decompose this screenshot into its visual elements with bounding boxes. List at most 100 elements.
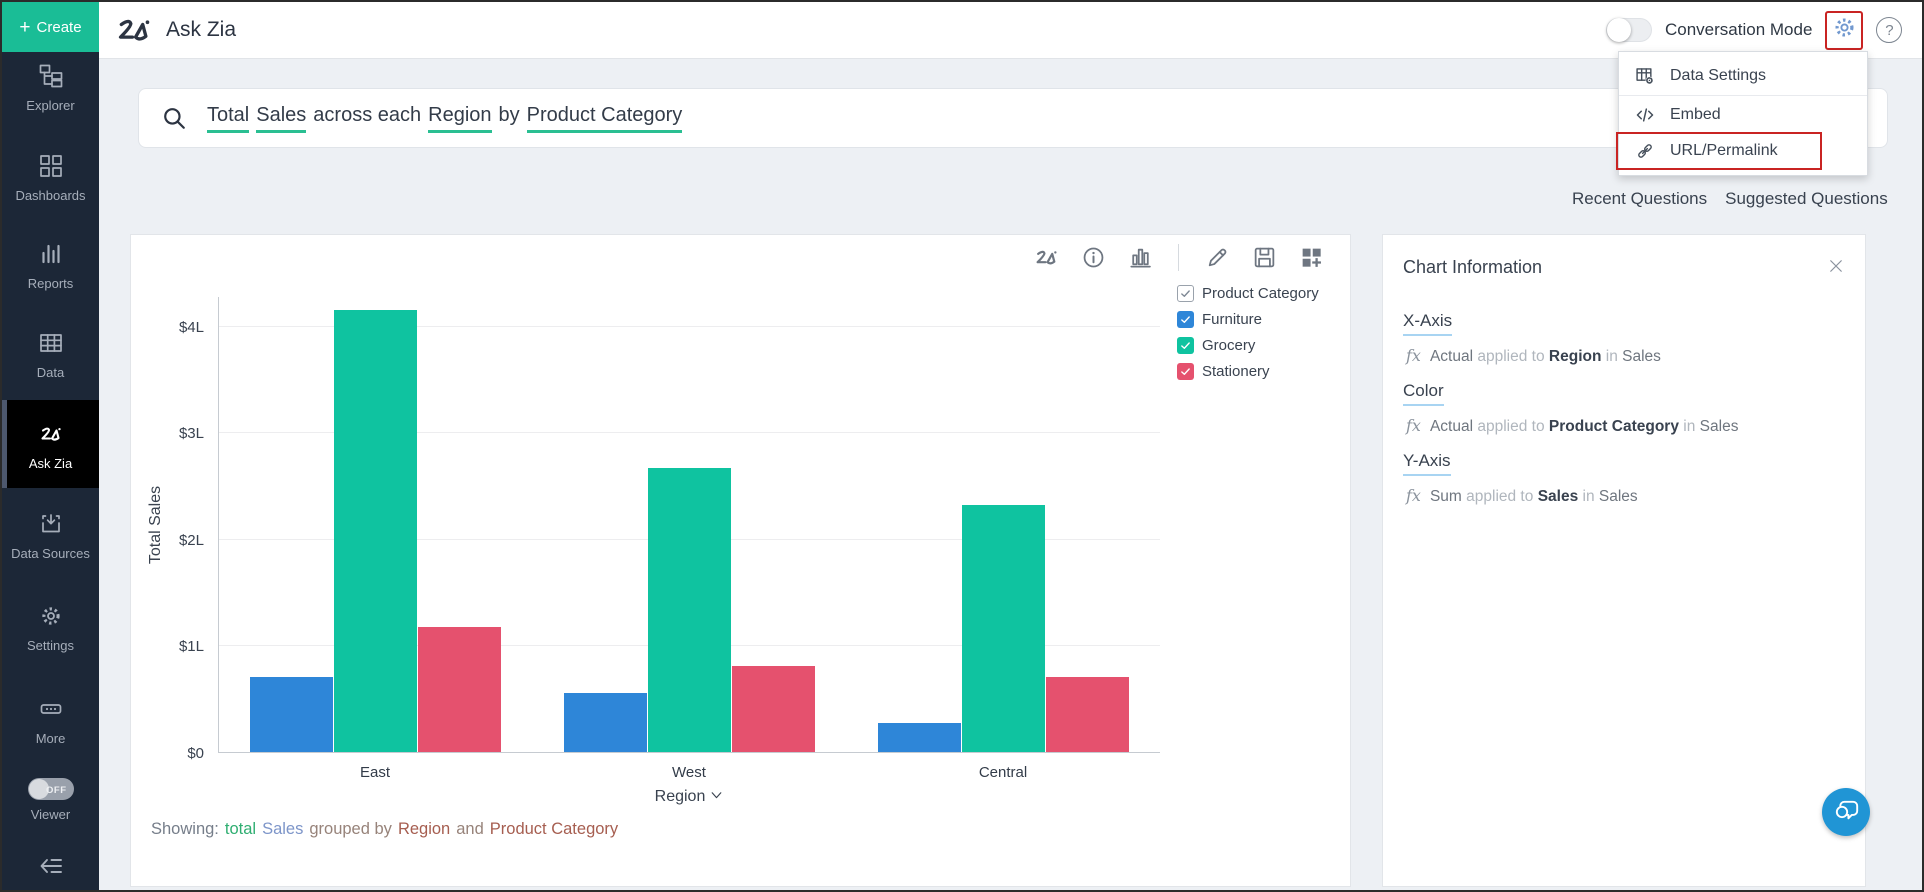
sidebar-item-ask-zia[interactable]: Ask Zia [2, 400, 99, 488]
y-axis-tick: $0 [187, 745, 204, 762]
info-section-label[interactable]: X-Axis [1403, 311, 1453, 336]
more-icon [39, 697, 63, 724]
chart-card: Product Category Furniture Grocery Statione… [130, 234, 1351, 887]
sidebar-item-label: More [35, 731, 66, 746]
x-axis-line [218, 752, 1160, 753]
close-icon[interactable] [1827, 257, 1845, 275]
settings-gear-button[interactable] [1825, 10, 1864, 50]
sidebar-item-label: Data [36, 365, 65, 380]
plot-area: Total Sales $0 $1L $2L $3L $4L [147, 297, 1160, 762]
info-section-x-axis: X-Axis fx Actual applied to Region in Sale… [1403, 311, 1845, 366]
menu-item-url-permalink[interactable]: URL/Permalink [1619, 133, 1867, 169]
info-section-label[interactable]: Color [1403, 381, 1444, 406]
viewer-label: Viewer [30, 807, 71, 822]
viewer-mode-item: OFF Viewer [2, 778, 99, 822]
sidebar-item-reports[interactable]: Reports [2, 242, 99, 291]
menu-item-label: URL/Permalink [1670, 142, 1778, 159]
sidebar-item-label: Data Sources [11, 546, 90, 561]
menu-item-label: Embed [1670, 106, 1721, 123]
bar-east-grocery [333, 309, 417, 752]
info-section-detail: fx Sum applied to Sales in Sales [1406, 486, 1638, 505]
collapse-icon [39, 854, 63, 881]
x-axis-category-label: Central [978, 764, 1028, 781]
sidebar-item-explorer[interactable]: Explorer [2, 64, 99, 113]
legend-label: Stationery [1202, 363, 1270, 380]
zia-logo-icon [115, 15, 153, 45]
top-bar: Ask Zia Conversation Mode ? [99, 2, 1922, 59]
chart-information-title: Chart Information [1403, 257, 1543, 277]
viewer-toggle-knob [28, 779, 49, 799]
showing-summary: Showing: total Sales grouped by Region and Pro… [151, 820, 618, 839]
y-axis-tick: $2L [178, 531, 204, 549]
bar-west-stationery [731, 665, 815, 752]
suggested-questions-link[interactable]: Suggested Questions [1725, 189, 1888, 208]
sidebar-item-data[interactable]: Data [2, 331, 99, 380]
sidebar-item-label: Ask Zia [28, 456, 73, 471]
query-segment: across each [313, 103, 422, 126]
dashboards-icon [39, 154, 63, 181]
bar-east-stationery [417, 627, 501, 752]
conversation-mode-toggle[interactable] [1606, 18, 1652, 42]
viewer-toggle-state: OFF [46, 785, 67, 796]
x-axis-field-label: Region [654, 787, 706, 805]
gridline [219, 432, 1160, 434]
collapse-sidebar-button[interactable] [2, 854, 99, 881]
fx-icon: fx [1406, 416, 1421, 435]
data-icon [39, 331, 63, 358]
add-to-dashboard-icon[interactable] [1298, 245, 1324, 271]
page-title: Ask Zia [166, 18, 237, 41]
viewer-toggle[interactable]: OFF [27, 778, 74, 800]
query-segment: Product Category [526, 104, 683, 133]
info-section-label[interactable]: Y-Axis [1403, 451, 1451, 476]
zia-icon[interactable] [1033, 245, 1059, 271]
search-query-input[interactable]: Total Sales across each Region by Product Cat… [207, 103, 683, 133]
showing-segment: total [224, 820, 257, 838]
toolbar-divider [1178, 244, 1179, 271]
y-axis-title: Total Sales [147, 485, 164, 565]
sidebar-item-data-sources[interactable]: Data Sources [2, 512, 99, 561]
legend-title-product-category[interactable]: Product Category [1177, 285, 1319, 302]
question-mark-icon: ? [1885, 21, 1894, 39]
toggle-knob [1607, 18, 1631, 42]
recent-questions-link[interactable]: Recent Questions [1572, 189, 1708, 208]
bar-east-furniture [249, 677, 333, 752]
bar-west-furniture [563, 693, 647, 752]
x-axis-field-selector[interactable]: Region [629, 786, 749, 807]
zia-chat-button[interactable] [1822, 788, 1870, 836]
sidebar-item-dashboards[interactable]: Dashboards [2, 154, 99, 203]
legend-item-stationery[interactable]: Stationery [1177, 363, 1319, 380]
legend-item-grocery[interactable]: Grocery [1177, 337, 1319, 354]
checkbox-checked[interactable] [1177, 363, 1194, 380]
chart-information-panel: Chart Information X-Axis fx Actual applied… [1382, 234, 1866, 887]
info-icon[interactable] [1080, 245, 1106, 271]
sidebar-item-label: Settings [27, 638, 74, 653]
y-axis-tick: $3L [178, 425, 204, 443]
menu-item-data-settings[interactable]: Data Settings [1619, 58, 1867, 94]
sidebar-item-more[interactable]: More [2, 697, 99, 746]
legend-item-furniture[interactable]: Furniture [1177, 311, 1319, 328]
showing-segment: Product Category [489, 820, 619, 838]
bar-central-furniture [877, 723, 961, 752]
info-section-detail: fx Actual applied to Product Category in … [1406, 416, 1739, 435]
gear-icon [1832, 15, 1857, 45]
create-button[interactable]: + Create [2, 2, 99, 52]
showing-segment: Sales [262, 820, 304, 838]
menu-item-label: Data Settings [1670, 67, 1767, 84]
edit-icon[interactable] [1204, 245, 1230, 271]
search-bar[interactable]: Total Sales across each Region by Product Cat… [138, 88, 1888, 148]
checkbox-checked[interactable] [1177, 311, 1194, 328]
checkbox-checked[interactable] [1177, 337, 1194, 354]
chat-bubble-icon [1833, 796, 1860, 828]
y-axis-tick: $1L [178, 638, 204, 656]
conversation-mode-label: Conversation Mode [1665, 20, 1813, 39]
showing-segment: Showing: [151, 820, 219, 838]
save-icon[interactable] [1251, 245, 1277, 271]
bar-central-stationery [1045, 677, 1129, 752]
checkbox-checked[interactable] [1177, 285, 1194, 302]
sidebar-item-settings[interactable]: Settings [2, 604, 99, 653]
help-button[interactable]: ? [1876, 17, 1903, 43]
chart-type-icon[interactable] [1127, 245, 1153, 271]
y-axis-tick: $4L [178, 318, 204, 336]
menu-item-embed[interactable]: Embed [1619, 97, 1867, 133]
